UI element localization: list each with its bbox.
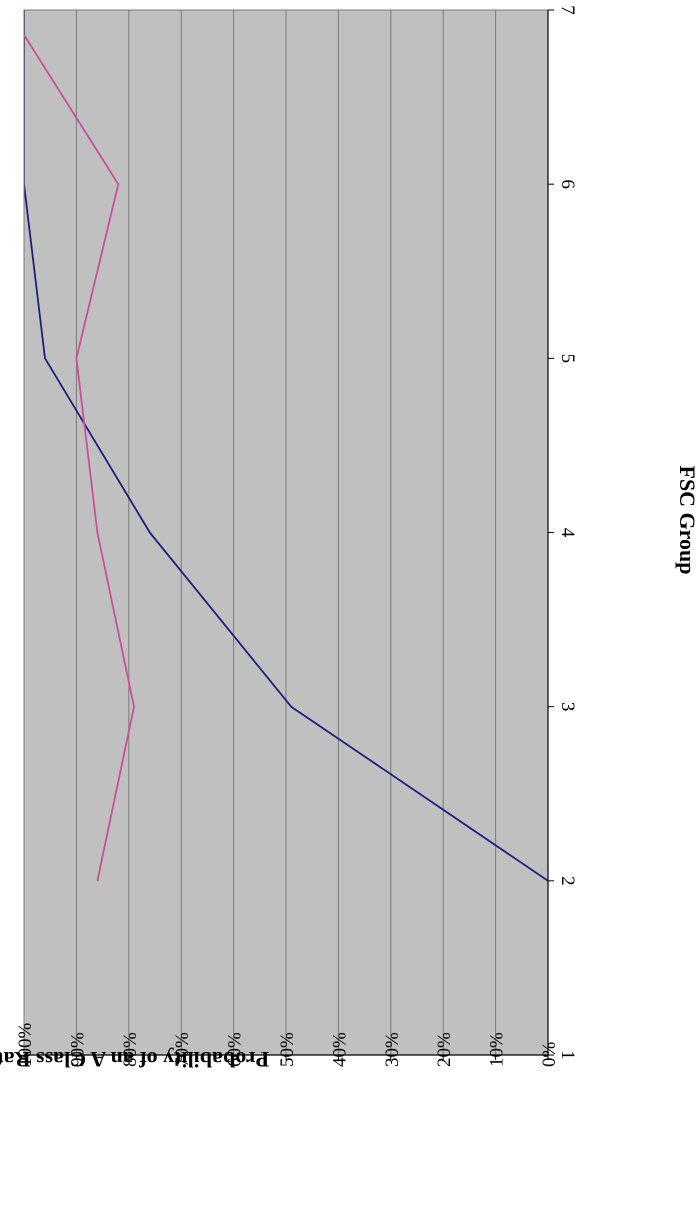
- y-tick-label: 30%: [382, 1032, 403, 1067]
- y-tick-labels: 0% 10% 20% 30% 40% 50% 60% 70% 80% 90% 100%: [15, 1023, 560, 1068]
- y-tick-label: 0%: [539, 1042, 560, 1068]
- x-tick-label: 5: [557, 354, 578, 364]
- y-axis-title: Probability of an A Class Rating: [0, 1047, 269, 1072]
- series-line-1: [24, 10, 548, 882]
- y-tick-label: 100%: [15, 1023, 36, 1068]
- x-tick-label: 3: [557, 702, 578, 712]
- gridlines: [75, 10, 497, 1055]
- y-tick-label: 80%: [120, 1032, 141, 1067]
- y-tick-label: 60%: [225, 1032, 246, 1067]
- y-tick-label: 70%: [172, 1032, 193, 1067]
- axes: [23, 9, 554, 1060]
- x-tick-label: 1: [557, 1050, 578, 1060]
- series-layer: [24, 10, 548, 882]
- x-tick-label: 4: [557, 528, 578, 538]
- y-tick-label: 50%: [277, 1032, 298, 1067]
- x-tick-labels: 1 2 3 4 5 6 7: [557, 5, 578, 1060]
- y-tick-label: 90%: [67, 1032, 88, 1067]
- y-tick-label: 40%: [329, 1032, 350, 1067]
- series-line-2: [24, 33, 135, 881]
- x-tick-label: 2: [557, 876, 578, 886]
- x-tick-label: 6: [557, 179, 578, 189]
- x-tick-label: 7: [557, 5, 578, 15]
- y-tick-label: 10%: [487, 1032, 508, 1067]
- x-axis-title: FSC Group: [675, 465, 697, 574]
- y-tick-label: 20%: [434, 1032, 455, 1067]
